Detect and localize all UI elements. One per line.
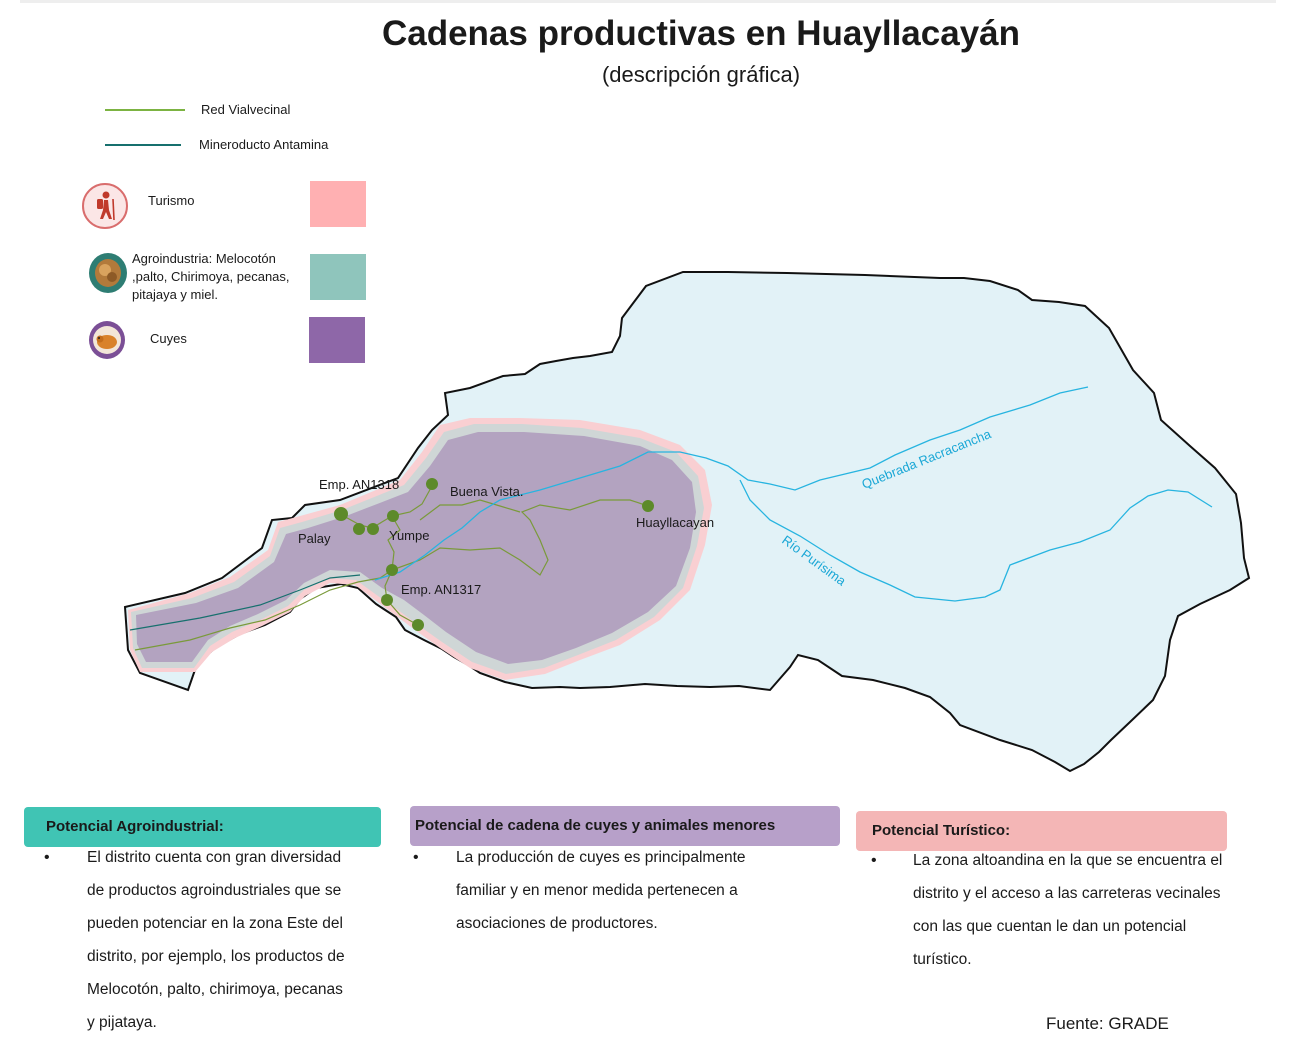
legend-turismo-swatch xyxy=(310,181,366,227)
agro-line: Melocotón, palto, chirimoya, pecanas xyxy=(87,981,343,998)
melocoton-icon xyxy=(89,253,127,293)
pipeline-line xyxy=(129,574,361,631)
marker-emp-an1317 xyxy=(386,564,398,576)
marker-buena-vista xyxy=(426,478,438,490)
legend-road-label: Red Vialvecinal xyxy=(201,102,291,117)
agro-line: pueden potenciar en la zona Este del xyxy=(87,915,343,932)
agro-line: de productos agroindustriales que se xyxy=(87,882,342,899)
agro-line: distrito, por ejemplo, los productos de xyxy=(87,948,345,965)
agro-line: y pijataya. xyxy=(87,1014,157,1031)
marker-yumpe-a xyxy=(367,523,379,535)
agro-box-header: Potencial Agroindustrial: xyxy=(24,807,381,847)
marker-south-a xyxy=(381,594,393,606)
cuyes-line: asociaciones de productores. xyxy=(456,915,658,932)
cuy-icon xyxy=(89,321,125,359)
marker-emp-an1318 xyxy=(334,507,348,521)
place-label-huayllacayan: Huayllacayan xyxy=(636,515,714,530)
place-label-buena-vista: Buena Vista. xyxy=(450,484,523,499)
cuyes-box-header: Potencial de cadena de cuyes y animales … xyxy=(410,806,840,846)
turismo-line: turístico. xyxy=(913,951,972,968)
place-label-palay: Palay xyxy=(298,531,331,546)
cuyes-line: familiar y en menor medida pertenecen a xyxy=(456,882,738,899)
place-label-yumpe: Yumpe xyxy=(389,528,429,543)
district-map: Quebrada Racracancha Río Purísima Emp. A… xyxy=(123,271,1251,773)
cuyes-zone xyxy=(136,432,696,664)
legend-cuyes-swatch xyxy=(309,317,365,363)
turismo-box-header: Potencial Turístico: xyxy=(856,811,1227,851)
marker-south-b xyxy=(412,619,424,631)
legend-agro-label: Agroindustria: Melocotón ,palto, Chirimo… xyxy=(132,251,290,302)
place-label-emp-an1318: Emp. AN1318 xyxy=(319,477,399,492)
place-label-emp-an1317: Emp. AN1317 xyxy=(401,582,481,597)
agro-line: El distrito cuenta con gran diversidad xyxy=(87,849,342,866)
river-network xyxy=(374,386,1213,602)
marker-palay xyxy=(353,523,365,535)
marker-yumpe-b xyxy=(387,510,399,522)
hiker-icon xyxy=(82,183,128,229)
legend-cuyes-label: Cuyes xyxy=(150,331,187,346)
marker-huayllacayan xyxy=(642,500,654,512)
cuyes-line: La producción de cuyes es principalmente xyxy=(456,849,746,866)
page-subtitle: (descripción gráfica) xyxy=(601,62,801,87)
legend-turismo-label: Turismo xyxy=(148,193,195,208)
legend-pipeline-label: Mineroducto Antamina xyxy=(199,137,329,152)
top-divider xyxy=(20,0,1276,3)
place-markers xyxy=(334,478,654,631)
legend-agro-swatch xyxy=(310,254,366,300)
turismo-line: con las que cuentan le dan un potencial xyxy=(913,918,1187,935)
source-note: Fuente: GRADE xyxy=(1046,1014,1169,1033)
legend-pipeline-line xyxy=(105,144,181,146)
turismo-line: distrito y el acceso a las carreteras ve… xyxy=(913,885,1221,902)
legend-road-line xyxy=(105,109,185,111)
page-title: Cadenas productivas en Huayllacayán xyxy=(381,14,1021,53)
turismo-line: La zona altoandina en la que se encuentr… xyxy=(913,852,1223,869)
